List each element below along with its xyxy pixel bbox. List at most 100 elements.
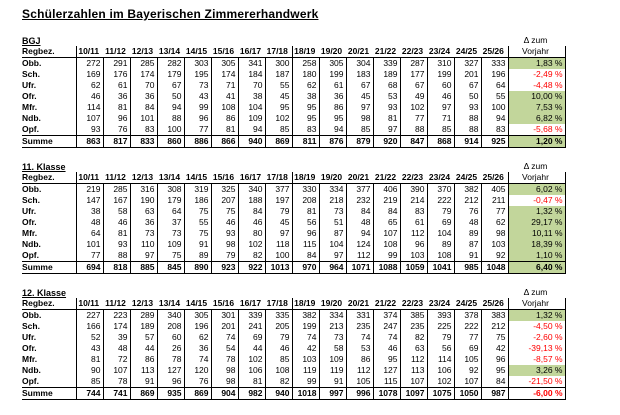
value-cell: 45 <box>346 91 374 102</box>
year-header: 22/23 <box>400 46 427 58</box>
value-cell: 95 <box>292 113 320 124</box>
region-label: Obb. <box>22 309 77 321</box>
region-label: Mfr. <box>22 228 77 239</box>
value-cell: 213 <box>319 321 347 332</box>
value-cell: 341 <box>238 57 266 69</box>
value-cell: 42 <box>292 343 320 354</box>
year-header: 20/21 <box>346 172 373 184</box>
value-cell: 97 <box>373 124 401 136</box>
region-row: Obb. 219 285 316 308 319 325 340 377 330 334 377 406… <box>22 183 566 195</box>
year-header: 18/19 <box>292 298 319 310</box>
value-cell: 119 <box>319 365 347 376</box>
value-cell: 48 <box>454 217 482 228</box>
value-cell: 78 <box>103 376 131 388</box>
section-label: 12. Klasse <box>22 288 67 298</box>
value-cell: 970 <box>292 261 320 274</box>
value-cell: 94 <box>319 124 347 136</box>
year-header: 14/15 <box>184 298 211 310</box>
value-cell: 188 <box>238 195 266 206</box>
value-cell: 103 <box>481 239 509 250</box>
delta-header-line2: Vorjahr <box>507 298 566 310</box>
year-header: 11/12 <box>103 172 130 184</box>
year-header: 20/21 <box>346 46 373 58</box>
value-cell: 107 <box>454 376 482 388</box>
value-cell: 36 <box>130 91 158 102</box>
data-table-klasse-11: Regbez. 10/11 11/12 12/13 13/14 14/15 15/16 16/… <box>22 172 566 274</box>
value-cell: 85 <box>265 354 293 365</box>
value-cell: 370 <box>427 183 455 195</box>
value-cell: 62 <box>481 217 509 228</box>
value-cell: 377 <box>346 183 374 195</box>
value-cell: 73 <box>130 228 158 239</box>
value-cell: 199 <box>292 321 320 332</box>
value-cell: 79 <box>427 206 455 217</box>
value-cell: 100 <box>265 250 293 262</box>
value-cell: 847 <box>400 135 428 148</box>
delta-cell: 6,02 % <box>507 183 566 195</box>
delta-cell: 1,10 % <box>507 250 566 262</box>
value-cell: 113 <box>400 365 428 376</box>
value-cell: 71 <box>211 80 239 91</box>
value-cell: 169 <box>76 69 104 80</box>
value-cell: 96 <box>184 113 212 124</box>
value-cell: 218 <box>319 195 347 206</box>
value-cell: 124 <box>346 239 374 250</box>
value-cell: 81 <box>76 354 104 365</box>
value-cell: 57 <box>130 332 158 343</box>
value-cell: 174 <box>103 321 131 332</box>
value-cell: 99 <box>184 102 212 113</box>
value-cell: 98 <box>346 113 374 124</box>
value-cell: 97 <box>427 102 455 113</box>
value-cell: 378 <box>454 309 482 321</box>
value-cell: 108 <box>373 239 401 250</box>
value-cell: 214 <box>400 195 428 206</box>
value-cell: 43 <box>184 91 212 102</box>
value-cell: 91 <box>454 250 482 262</box>
value-cell: 845 <box>157 261 185 274</box>
value-cell: 58 <box>103 206 131 217</box>
value-cell: 982 <box>238 387 266 400</box>
value-cell: 85 <box>427 124 455 136</box>
value-cell: 48 <box>76 217 104 228</box>
value-cell: 922 <box>238 261 266 274</box>
value-cell: 890 <box>184 261 212 274</box>
value-cell: 97 <box>319 250 347 262</box>
region-row: Mfr. 81 72 86 78 74 78 102 85 103 109 86 95 112 114 105… <box>22 354 566 365</box>
row-header-label: Regbez. <box>22 46 77 58</box>
value-cell: 67 <box>157 80 185 91</box>
value-cell: 93 <box>454 102 482 113</box>
value-cell: 77 <box>184 124 212 136</box>
year-header: 14/15 <box>184 172 211 184</box>
section-header: BGJ Δ zum <box>22 34 565 46</box>
value-cell: 73 <box>157 228 185 239</box>
value-cell: 99 <box>373 250 401 262</box>
value-cell: 272 <box>76 57 104 69</box>
value-cell: 67 <box>454 80 482 91</box>
value-cell: 95 <box>319 113 347 124</box>
value-cell: 54 <box>211 343 239 354</box>
region-label: Ndb. <box>22 239 77 250</box>
region-row: Ufr. 52 39 57 60 62 74 69 79 74 73 74 74 82 79 77 75 -2,6… <box>22 332 566 343</box>
value-cell: 187 <box>265 69 293 80</box>
value-cell: 100 <box>481 102 509 113</box>
delta-cell: 1,83 % <box>507 57 566 69</box>
value-cell: 180 <box>292 69 320 80</box>
delta-cell: -4,48 % <box>507 80 566 91</box>
delta-header-line1: Δ zum <box>523 161 548 171</box>
region-row: Ofr. 43 48 44 26 36 54 44 46 42 58 53 46 63 56 69 42 -39,… <box>22 343 566 354</box>
value-cell: 58 <box>319 343 347 354</box>
value-cell: 166 <box>76 321 104 332</box>
value-cell: 36 <box>184 343 212 354</box>
value-cell: 105 <box>454 354 482 365</box>
year-header: 12/13 <box>130 46 157 58</box>
value-cell: 925 <box>481 135 509 148</box>
value-cell: 74 <box>292 332 320 343</box>
region-row: Obb. 227 223 289 340 305 301 339 335 382 334 331 374… <box>22 309 566 321</box>
value-cell: 85 <box>265 124 293 136</box>
value-cell: 56 <box>427 343 455 354</box>
value-cell: 211 <box>481 195 509 206</box>
value-cell: 876 <box>319 135 347 148</box>
value-cell: 82 <box>400 332 428 343</box>
value-cell: 49 <box>400 91 428 102</box>
section-bgj: BGJ Δ zum Regbez. 10/11 11/12 12/13 13/14 14/15… <box>22 34 620 148</box>
